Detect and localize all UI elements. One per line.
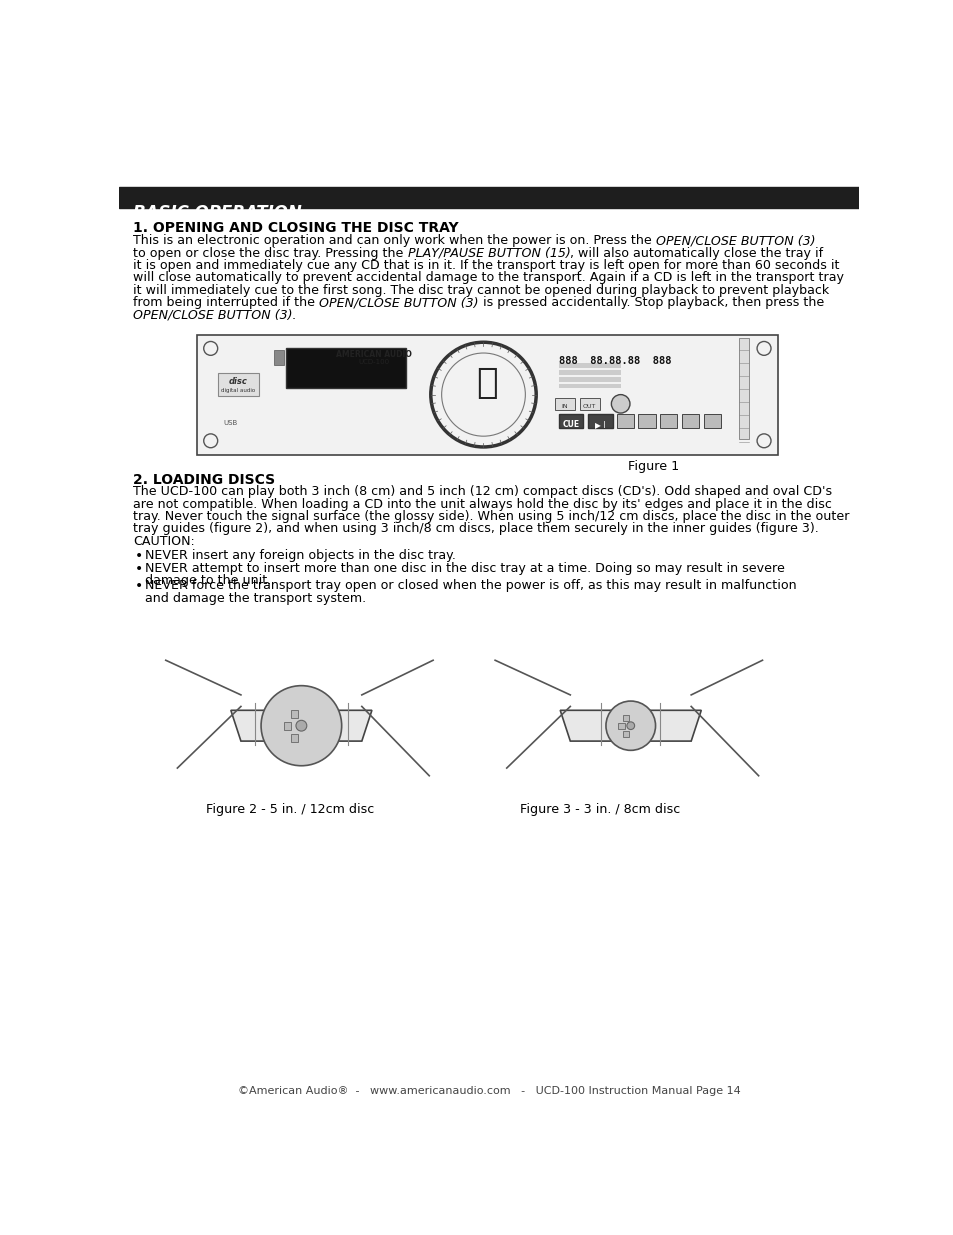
- Text: CUE: CUE: [562, 420, 579, 429]
- Bar: [558, 384, 620, 389]
- Bar: [119, 186, 858, 209]
- Circle shape: [611, 395, 629, 412]
- Text: are not compatible. When loading a CD into the unit always hold the disc by its': are not compatible. When loading a CD in…: [133, 498, 831, 511]
- Text: 888  88.88.88  888: 888 88.88.88 888: [558, 356, 671, 366]
- Bar: [291, 710, 298, 718]
- Text: is pressed accidentally. Stop playback, then press the: is pressed accidentally. Stop playback, …: [478, 296, 823, 309]
- Text: NEVER insert any foreign objects in the disc tray.: NEVER insert any foreign objects in the …: [145, 548, 456, 562]
- Text: tray guides (figure 2), and when using 3 inch/8 cm discs, place them securely in: tray guides (figure 2), and when using 3…: [133, 522, 818, 536]
- Text: CAUTION:: CAUTION:: [133, 535, 194, 548]
- Text: it is open and immediately cue any CD that is in it. If the transport tray is le: it is open and immediately cue any CD th…: [133, 259, 839, 272]
- Text: This is an electronic operation and can only work when the power is on. Press th: This is an electronic operation and can …: [133, 235, 656, 247]
- Text: IN: IN: [561, 404, 568, 409]
- Circle shape: [605, 701, 655, 751]
- Text: damage to the unit.: damage to the unit.: [145, 574, 271, 587]
- Text: 2. LOADING DISCS: 2. LOADING DISCS: [133, 473, 275, 487]
- Bar: [739, 338, 748, 440]
- Polygon shape: [231, 710, 372, 741]
- Bar: [587, 414, 612, 427]
- Text: OPEN/CLOSE BUTTON (3): OPEN/CLOSE BUTTON (3): [319, 296, 478, 309]
- Text: Figure 1: Figure 1: [628, 461, 679, 473]
- Text: ©American Audio®  -   www.americanaudio.com   -   UCD-100 Instruction Manual Pag: ©American Audio® - www.americanaudio.com…: [237, 1086, 740, 1095]
- Bar: [579, 399, 599, 410]
- Bar: [558, 414, 583, 427]
- Bar: [618, 722, 624, 729]
- Text: USB: USB: [224, 420, 238, 426]
- Bar: [659, 414, 677, 427]
- Bar: [558, 377, 620, 382]
- Bar: [703, 414, 720, 427]
- Text: ✋: ✋: [476, 366, 497, 400]
- Text: ▶ I: ▶ I: [595, 420, 605, 429]
- Bar: [555, 399, 575, 410]
- Bar: [617, 414, 633, 427]
- Text: , will also automatically close the tray if: , will also automatically close the tray…: [570, 247, 822, 259]
- Text: •: •: [134, 562, 143, 576]
- Circle shape: [261, 685, 341, 766]
- Text: disc: disc: [229, 377, 248, 385]
- Text: AMERICAN AUDIO: AMERICAN AUDIO: [335, 350, 411, 359]
- Text: and damage the transport system.: and damage the transport system.: [145, 592, 366, 605]
- Bar: [558, 363, 620, 368]
- Text: The UCD-100 can play both 3 inch (8 cm) and 5 inch (12 cm) compact discs (CD's).: The UCD-100 can play both 3 inch (8 cm) …: [133, 485, 831, 499]
- Text: •: •: [134, 548, 143, 563]
- Text: to open or close the disc tray. Pressing the: to open or close the disc tray. Pressing…: [133, 247, 407, 259]
- Bar: [196, 335, 778, 454]
- Text: PLAY/PAUSE BUTTON (15): PLAY/PAUSE BUTTON (15): [407, 247, 570, 259]
- Bar: [681, 414, 699, 427]
- Text: from being interrupted if the: from being interrupted if the: [133, 296, 319, 309]
- Text: •: •: [134, 579, 143, 593]
- Text: it will immediately cue to the first song. The disc tray cannot be opened during: it will immediately cue to the first son…: [133, 284, 828, 296]
- Bar: [283, 721, 291, 730]
- Bar: [622, 731, 629, 737]
- Text: 1. OPENING AND CLOSING THE DISC TRAY: 1. OPENING AND CLOSING THE DISC TRAY: [133, 221, 458, 236]
- Text: BASIC OPERATION: BASIC OPERATION: [133, 205, 302, 222]
- Text: OPEN/CLOSE BUTTON (3).: OPEN/CLOSE BUTTON (3).: [133, 309, 296, 321]
- Text: OPEN/CLOSE BUTTON (3): OPEN/CLOSE BUTTON (3): [656, 235, 815, 247]
- Bar: [286, 348, 406, 389]
- Text: tray. Never touch the signal surface (the glossy side). When using 5 inch/12 cm : tray. Never touch the signal surface (th…: [133, 510, 849, 524]
- Bar: [291, 734, 298, 741]
- Bar: [218, 373, 258, 396]
- Text: UCD-100: UCD-100: [357, 359, 389, 366]
- Circle shape: [295, 720, 307, 731]
- Text: NEVER force the transport tray open or closed when the power is off, as this may: NEVER force the transport tray open or c…: [145, 579, 796, 593]
- Bar: [558, 370, 620, 374]
- Bar: [274, 350, 283, 366]
- Text: NEVER attempt to insert more than one disc in the disc tray at a time. Doing so : NEVER attempt to insert more than one di…: [145, 562, 784, 574]
- Text: Figure 3 - 3 in. / 8cm disc: Figure 3 - 3 in. / 8cm disc: [519, 803, 679, 815]
- Polygon shape: [559, 710, 700, 741]
- Bar: [638, 414, 655, 427]
- Bar: [622, 715, 629, 721]
- Text: OUT: OUT: [582, 404, 596, 409]
- Text: Figure 2 - 5 in. / 12cm disc: Figure 2 - 5 in. / 12cm disc: [206, 803, 374, 815]
- Text: digital audio: digital audio: [221, 389, 255, 394]
- Text: will close automatically to prevent accidental damage to the transport. Again if: will close automatically to prevent acci…: [133, 272, 843, 284]
- Circle shape: [626, 721, 634, 730]
